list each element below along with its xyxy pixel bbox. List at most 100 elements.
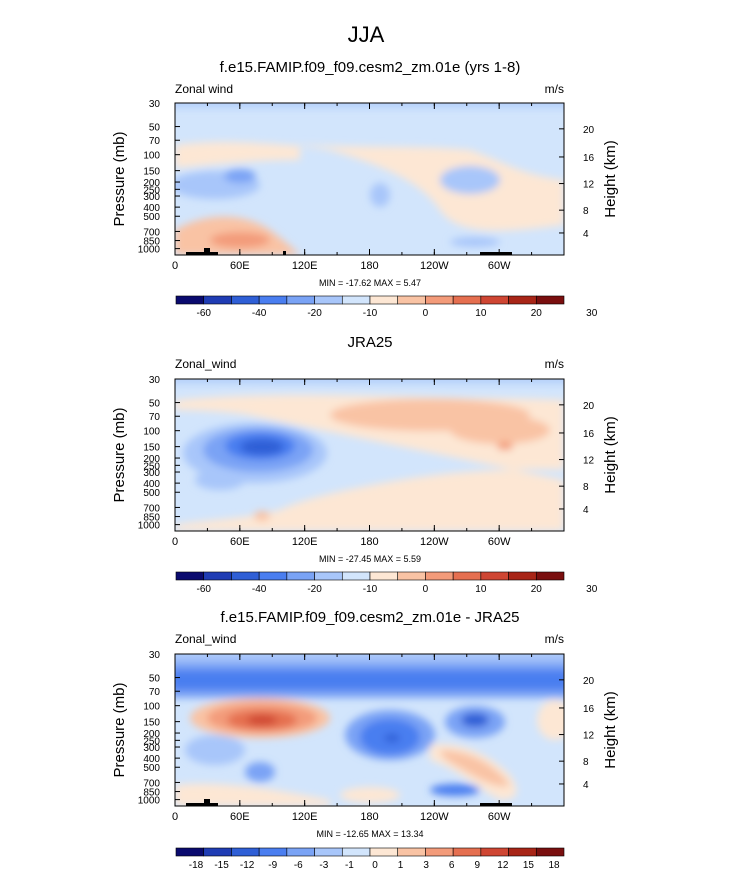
colorbar-swatch: [369, 847, 399, 857]
colorbar-label: 0: [423, 308, 429, 319]
colorbar-label: 15: [523, 860, 535, 871]
units-label: m/s: [545, 82, 564, 96]
y-tick-label: 30: [149, 99, 161, 110]
colorbar-label: 20: [531, 308, 543, 319]
colorbar-label: -60: [196, 308, 211, 319]
colorbar-swatch: [535, 847, 565, 857]
x-tick-label: 120W: [420, 536, 449, 548]
min-max-label: MIN = -12.65 MAX = 13.34: [316, 829, 423, 839]
height-tick-label: 8: [583, 757, 589, 768]
y-tick-label: 200: [143, 454, 160, 465]
colorbar-swatch: [452, 571, 482, 581]
height-tick-label: 16: [583, 429, 595, 440]
variable-label: Zonal wind: [175, 82, 233, 96]
ylabel-height: Height (km): [602, 691, 619, 769]
colorbar-label: -40: [252, 308, 267, 319]
y-tick-label: 400: [143, 479, 160, 490]
y-tick-label: 700: [143, 503, 160, 514]
y-tick-label: 500: [143, 763, 160, 774]
min-max-label: MIN = -17.62 MAX = 5.47: [319, 278, 421, 288]
colorbar-label: -12: [240, 860, 255, 871]
colorbar-swatch: [397, 847, 426, 857]
colorbar-label: 10: [475, 308, 487, 319]
colorbar-label: -3: [319, 860, 328, 871]
colorbar-label: -10: [363, 584, 378, 595]
y-tick-label: 30: [149, 650, 161, 661]
panel-difference: f.e15.FAMIP.f09_f09.cesm2_zm.01e - JRA25…: [111, 609, 619, 871]
colorbar-label: 10: [475, 584, 487, 595]
colorbar-swatch: [508, 847, 537, 857]
colorbar-label: -20: [307, 308, 322, 319]
y-tick-label: 150: [143, 167, 160, 178]
ylabel-pressure: Pressure (mb): [111, 131, 128, 226]
y-tick-label: 50: [149, 674, 161, 685]
colorbar-label: 30: [586, 584, 598, 595]
units-label: m/s: [545, 357, 564, 371]
ylabel-height: Height (km): [602, 416, 619, 494]
y-tick-label: 250: [143, 461, 160, 472]
height-tick-label: 16: [583, 704, 595, 715]
colorbar-swatch: [175, 295, 205, 305]
colorbar-swatch: [314, 847, 343, 857]
y-tick-label: 50: [149, 123, 161, 134]
colorbar-swatch: [535, 571, 565, 581]
colorbar-label: -20: [307, 584, 322, 595]
colorbar-swatch: [314, 295, 343, 305]
colorbar-swatch: [175, 847, 205, 857]
height-tick-label: 12: [583, 180, 595, 191]
variable-label: Zonal_wind: [175, 632, 236, 646]
colorbar-label: 6: [449, 860, 455, 871]
colorbar-label: 0: [372, 860, 378, 871]
height-tick-label: 12: [583, 731, 595, 742]
colorbar-label: -18: [189, 860, 204, 871]
colorbar: -18 -15 -12 -9 -6 -3 -1 0 1 3 6 9 12 15 18: [175, 847, 565, 871]
x-tick-label: 60E: [230, 260, 250, 272]
height-tick-label: 8: [583, 206, 589, 217]
height-tick-label: 12: [583, 456, 595, 467]
colorbar: -60 -40 -20 -10 0 10 20 30: [175, 571, 598, 595]
y-tick-label: 300: [143, 192, 160, 203]
height-tick-label: 4: [583, 229, 589, 240]
colorbar-swatch: [369, 295, 399, 305]
colorbar-swatch: [258, 295, 288, 305]
x-tick-label: 0: [172, 536, 178, 548]
colorbar-label: 30: [586, 308, 598, 319]
x-tick-label: 120W: [420, 811, 449, 823]
height-tick-label: 20: [583, 676, 595, 687]
ylabel-pressure: Pressure (mb): [111, 407, 128, 502]
y-tick-label: 300: [143, 743, 160, 754]
x-tick-label: 180: [360, 260, 378, 272]
y-tick-label: 850: [143, 788, 160, 799]
colorbar-label: -1: [345, 860, 354, 871]
colorbar-swatch: [203, 847, 232, 857]
colorbar-label: -6: [294, 860, 303, 871]
y-tick-label: 1000: [138, 521, 161, 532]
colorbar-swatch: [175, 571, 205, 581]
colorbar: -60 -40 -20 -10 0 10 20 30: [175, 295, 598, 319]
height-tick-label: 8: [583, 482, 589, 493]
x-tick-label: 60W: [488, 260, 511, 272]
colorbar-swatch: [425, 847, 454, 857]
y-tick-label: 100: [143, 427, 160, 438]
y-tick-label: 70: [149, 136, 161, 147]
colorbar-swatch: [203, 571, 232, 581]
colorbar-swatch: [203, 295, 232, 305]
colorbar-swatch: [341, 571, 371, 581]
colorbar-swatch: [480, 847, 509, 857]
y-tick-label: 150: [143, 443, 160, 454]
variable-label: Zonal_wind: [175, 357, 236, 371]
panel-title: JRA25: [347, 334, 392, 351]
units-label: m/s: [545, 632, 564, 646]
colorbar-swatch: [258, 847, 288, 857]
y-tick-label: 850: [143, 513, 160, 524]
colorbar-swatch: [341, 295, 371, 305]
y-tick-label: 400: [143, 754, 160, 765]
y-tick-label: 30: [149, 375, 161, 386]
x-tick-label: 120E: [292, 260, 318, 272]
colorbar-swatch: [231, 571, 260, 581]
y-tick-label: 50: [149, 399, 161, 410]
colorbar-label: 3: [423, 860, 429, 871]
colorbar-swatch: [231, 847, 260, 857]
colorbar-label: 18: [548, 860, 560, 871]
height-tick-label: 4: [583, 505, 589, 516]
